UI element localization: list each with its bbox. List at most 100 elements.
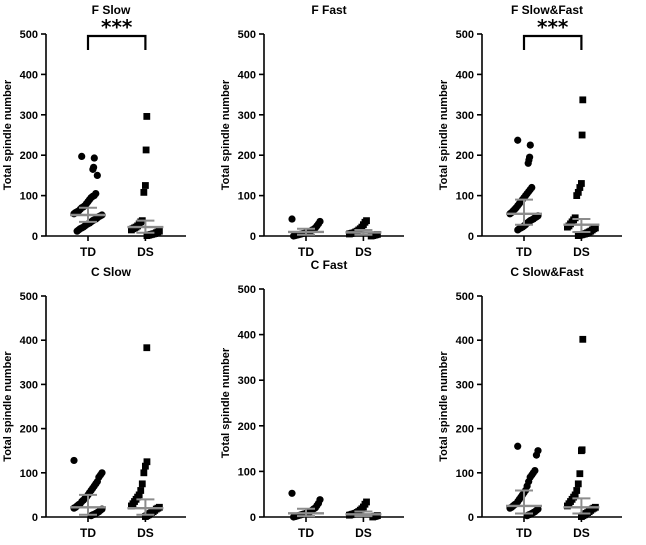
y-tick-label: 200 [456,150,474,162]
y-tick-label: 400 [20,335,38,347]
data-point-ds [346,230,353,238]
data-point-ds [574,480,582,488]
y-tick-label: 200 [20,150,38,162]
data-point-ds [564,502,571,510]
y-tick-label: 500 [456,29,474,41]
data-point-td [289,513,298,521]
x-tick-label: DS [137,245,154,259]
data-point-td [89,165,97,173]
data-point-td [288,215,296,223]
y-tick-label: 400 [238,69,256,81]
data-point-td [90,154,98,162]
y-tick-label: 100 [238,466,256,478]
y-tick-label: 500 [238,29,256,41]
data-point-td [70,210,78,218]
data-point-ds [128,226,135,234]
data-point-td [70,456,78,465]
data-point-ds [573,487,581,494]
y-tick-label: 300 [238,110,256,122]
data-point-td [288,489,296,497]
y-tick-label: 0 [250,512,256,524]
y-tick-label: 200 [238,150,256,162]
panel-title: F Slow [92,3,131,17]
panel-title: F Fast [311,3,346,17]
y-tick-label: 0 [32,231,38,243]
data-point-ds [576,184,584,191]
y-tick-label: 400 [456,335,474,347]
panel-title: C Fast [311,258,348,272]
significance-label: *** [101,15,133,39]
data-point-ds [579,96,587,104]
y-tick-label: 0 [250,231,256,243]
x-tick-label: TD [516,245,532,259]
y-tick-label: 0 [32,512,38,524]
data-point-ds [140,469,148,477]
data-point-ds [138,480,146,488]
data-point-ds [574,232,582,239]
y-axis-label: Total spindle number [438,79,450,190]
data-point-td [532,451,541,459]
x-tick-label: TD [516,526,532,540]
data-point-td [73,227,81,235]
significance-label: *** [537,15,569,39]
y-tick-label: 400 [20,69,38,81]
y-tick-label: 300 [456,110,474,122]
data-point-ds [578,513,585,520]
data-point-ds [578,180,585,187]
data-point-td [514,136,522,144]
y-axis-label: Total spindle number [2,79,14,190]
data-point-ds [137,487,145,494]
x-tick-label: DS [355,245,372,259]
y-tick-label: 100 [456,191,474,203]
data-point-ds [578,447,585,455]
data-point-ds [576,470,584,478]
y-tick-label: 300 [20,110,38,122]
x-tick-label: DS [573,526,590,540]
data-point-ds [143,113,151,120]
data-point-td [526,141,534,149]
data-point-ds [143,344,151,352]
data-point-td [78,152,86,161]
data-point-ds [579,335,587,343]
y-tick-label: 500 [238,284,256,296]
y-tick-label: 300 [238,375,256,387]
data-point-ds [128,502,135,510]
panel-title: F Slow&Fast [511,3,583,17]
y-tick-label: 200 [456,424,474,436]
y-tick-label: 300 [456,379,474,391]
y-axis-label: Total spindle number [438,351,450,462]
data-point-ds [142,462,149,470]
data-point-ds [143,458,151,466]
x-tick-label: TD [298,526,314,540]
data-point-td [524,159,532,167]
x-tick-label: DS [355,526,372,540]
x-tick-label: TD [80,245,96,259]
data-point-td [514,442,522,450]
significance-bracket [522,34,583,50]
data-point-ds [578,131,586,139]
panel-title: C Slow [91,265,132,279]
x-tick-label: TD [298,245,314,259]
y-tick-label: 100 [456,468,474,480]
data-point-ds [142,146,150,154]
data-point-ds [143,232,151,239]
y-tick-label: 300 [20,379,38,391]
data-point-td [514,226,522,234]
y-tick-label: 100 [20,191,38,203]
y-tick-label: 0 [468,512,474,524]
data-point-td [93,171,101,179]
y-axis-label: Total spindle number [220,79,232,190]
significance-bracket [86,34,147,50]
data-point-ds [369,513,377,521]
y-tick-label: 0 [468,231,474,243]
x-tick-label: DS [137,526,154,540]
y-axis-label: Total spindle number [220,347,232,458]
y-axis-label: Total spindle number [2,351,14,462]
y-tick-label: 500 [456,291,474,303]
x-tick-label: DS [573,245,590,259]
data-point-ds [140,188,148,196]
y-tick-label: 500 [20,29,38,41]
y-tick-label: 100 [20,468,38,480]
data-point-ds [367,232,375,240]
